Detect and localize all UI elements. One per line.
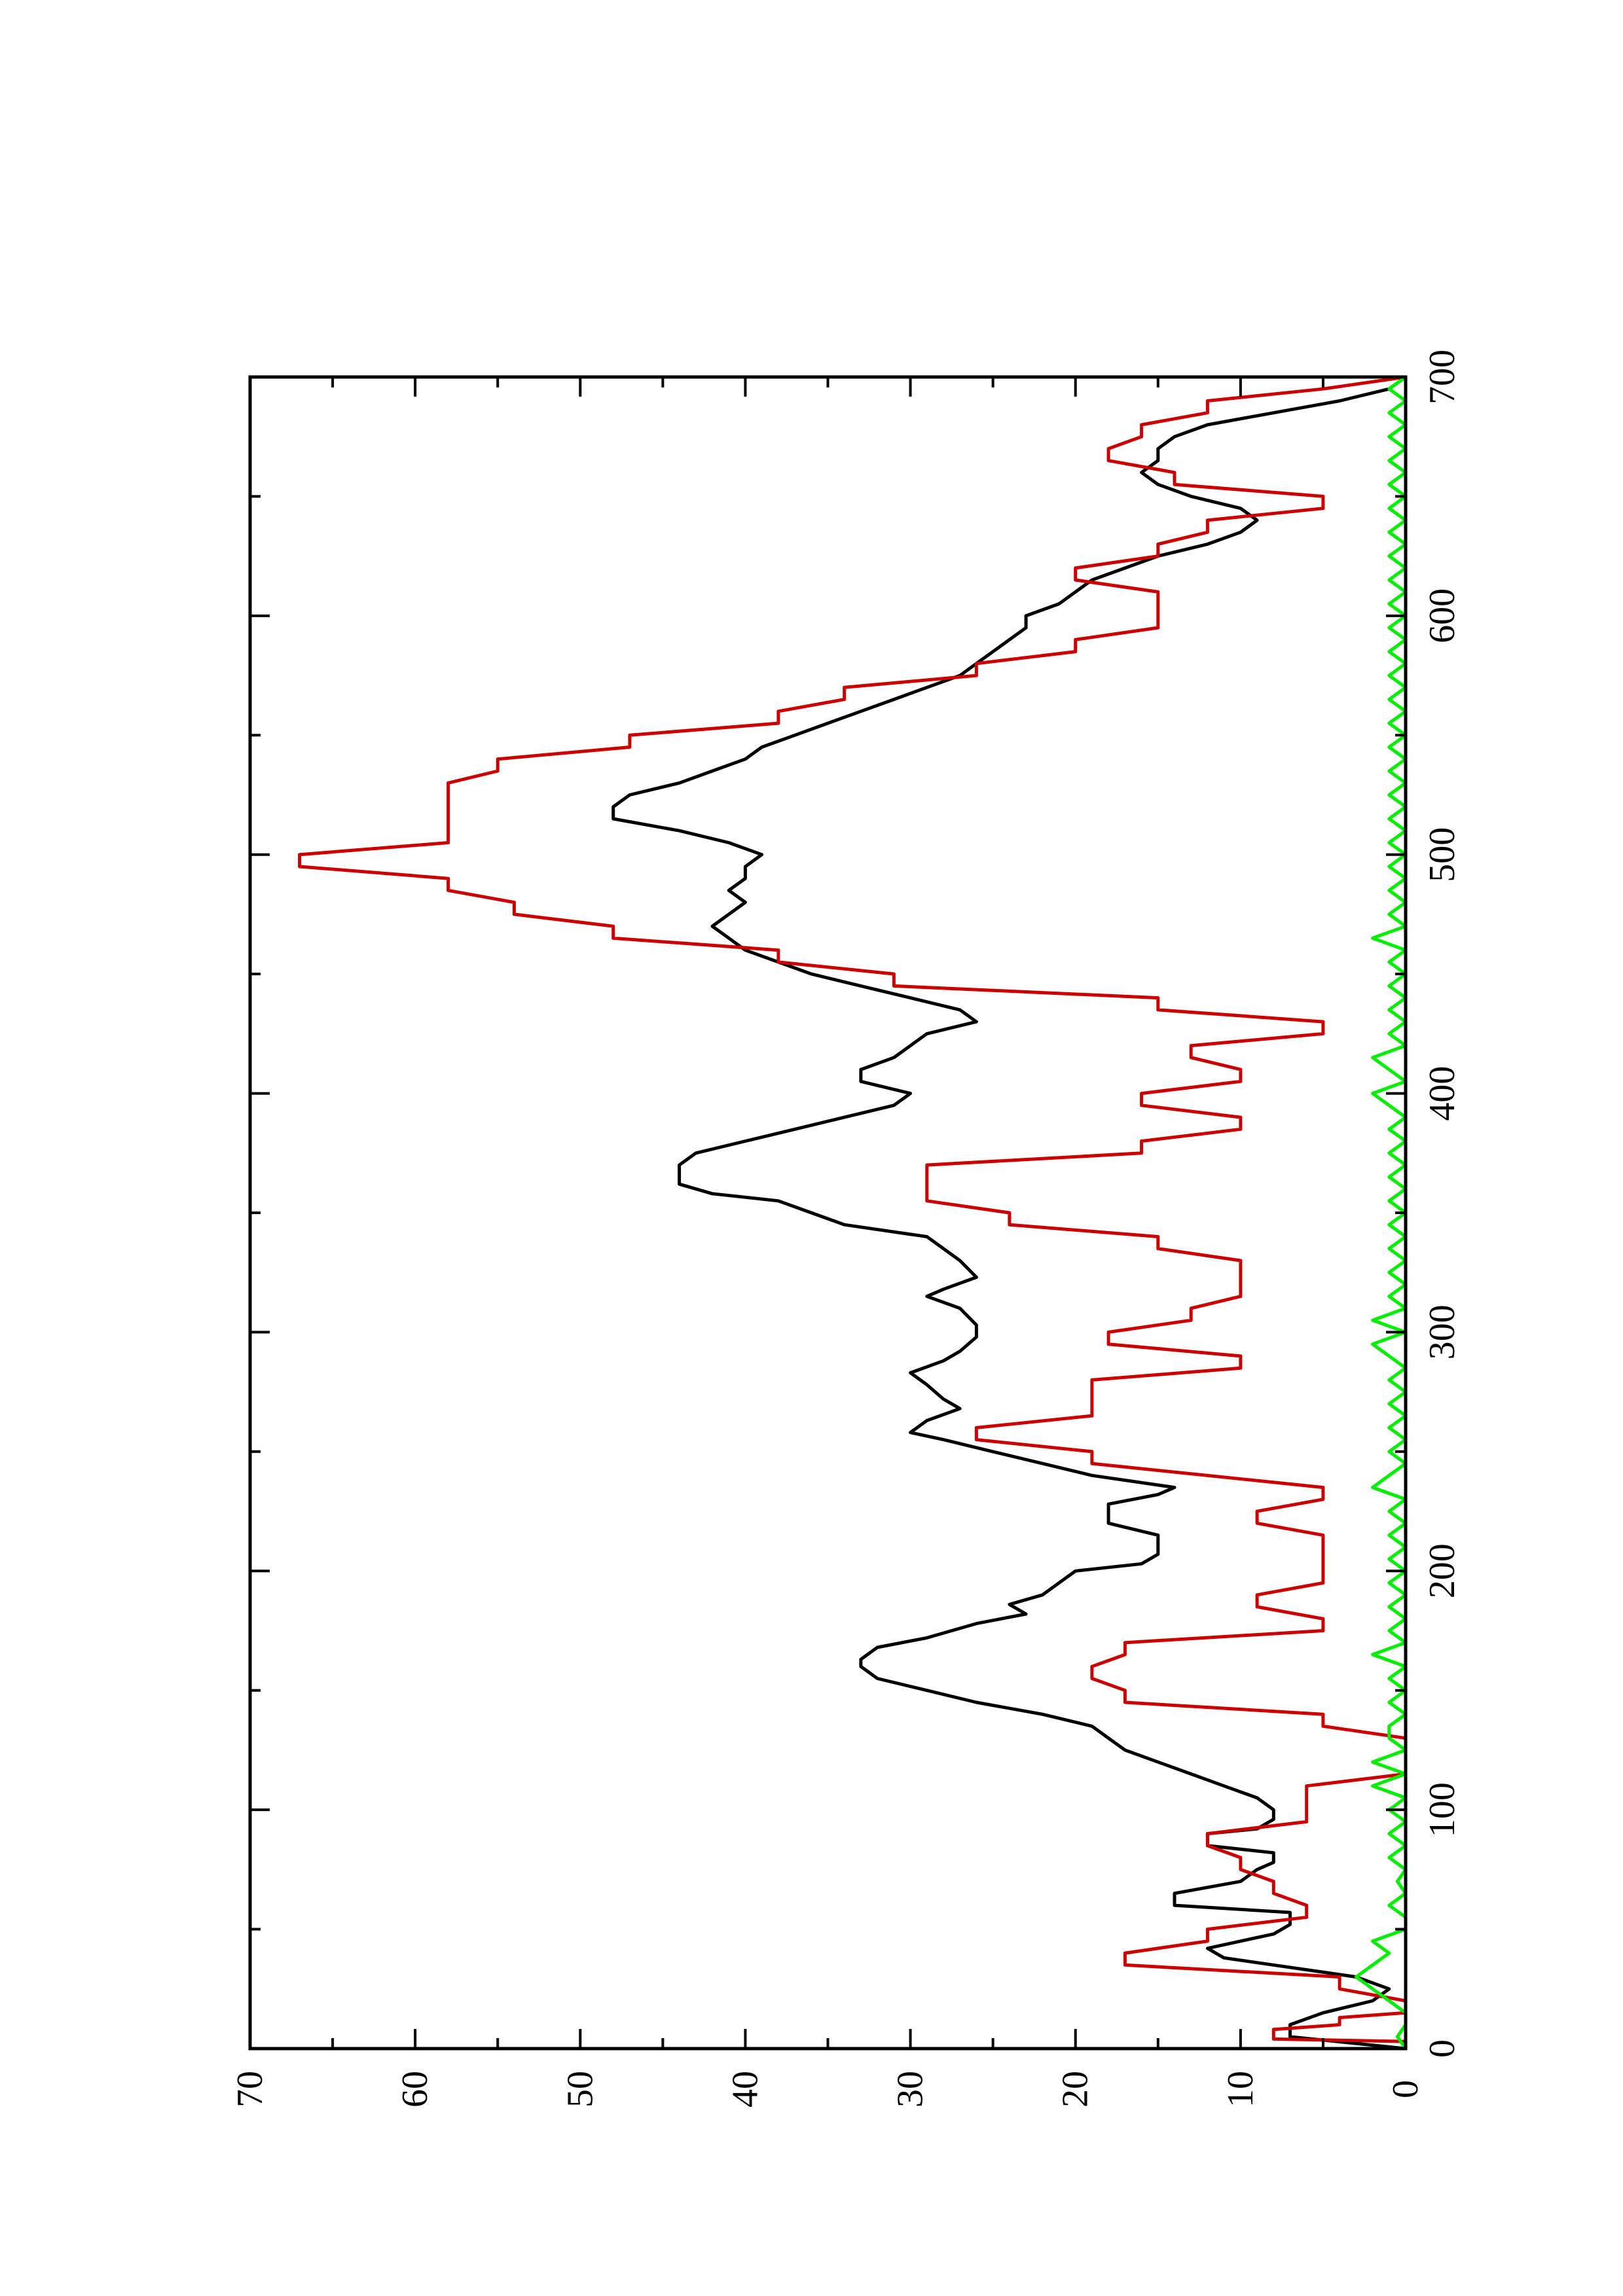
tick-label-layer: 0 100 200 300 400 500 600 700 0 10 20 30 40 50 60 70 (230, 350, 1463, 2108)
y-tick-label-40: 40 (725, 2071, 765, 2108)
y-tick-label-10: 10 (1220, 2071, 1261, 2108)
x-tick-label-500: 500 (1422, 827, 1463, 882)
x-tick-label-100: 100 (1422, 1782, 1463, 1837)
series-line-1 (611, 375, 1407, 2051)
x-tick-label-700: 700 (1422, 350, 1463, 404)
x-tick-label-200: 200 (1422, 1543, 1463, 1598)
x-tick-label-300: 300 (1422, 1304, 1463, 1359)
plot-frame (248, 375, 1408, 2051)
y-tick-label-50: 50 (560, 2071, 600, 2108)
y-tick-label-0: 0 (1385, 2080, 1426, 2098)
x-tick-label-0: 0 (1422, 2039, 1463, 2058)
x-tick-label-600: 600 (1422, 588, 1463, 643)
tick-layer (249, 376, 1407, 2050)
y-tick-label-70: 70 (230, 2071, 270, 2108)
y-tick-label-20: 20 (1055, 2071, 1096, 2108)
x-tick-label-400: 400 (1422, 1066, 1463, 1121)
series-line-2 (298, 375, 1408, 2049)
y-tick-label-30: 30 (890, 2071, 931, 2108)
y-tick-label-60: 60 (395, 2071, 435, 2108)
